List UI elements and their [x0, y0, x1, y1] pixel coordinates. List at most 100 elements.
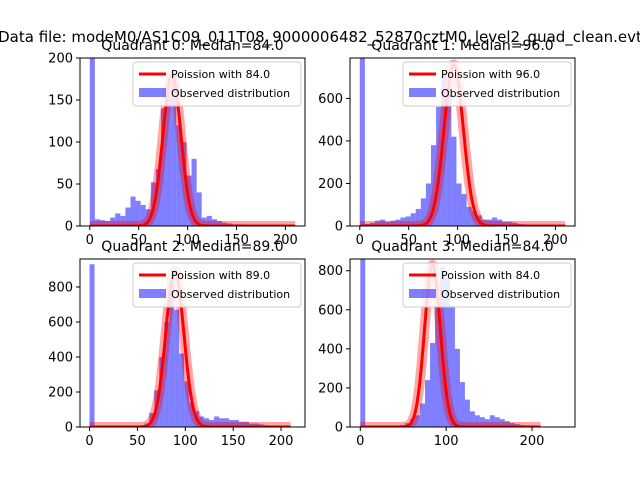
histogram-bar — [171, 74, 177, 226]
legend-label-observed: Observed distribution — [441, 288, 560, 301]
x-tick-label: 200 — [273, 233, 298, 248]
subplot-title: Quadrant 1: Median=96.0 — [371, 38, 553, 54]
plot-area — [355, 58, 570, 226]
histogram-bar — [199, 416, 205, 427]
subplot-title: Quadrant 0: Median=84.0 — [101, 38, 283, 54]
histogram-bar — [512, 222, 518, 226]
histogram-bar — [209, 420, 215, 427]
legend: Poission with 89.0 Observed distribution — [132, 262, 302, 308]
histogram-bar — [479, 417, 485, 427]
y-tick-label: 0 — [335, 421, 343, 436]
figure-title: Data file: modeM0/AS1C09_011T08_90000064… — [0, 28, 640, 47]
x-tick-label: 200 — [269, 434, 294, 449]
histogram-bar — [420, 403, 426, 427]
histogram-bar — [99, 220, 106, 226]
histogram-bar — [431, 145, 437, 226]
histogram-bar — [238, 421, 244, 427]
histogram-bar — [415, 415, 421, 427]
plot-area — [85, 264, 295, 427]
x-tick-label: 100 — [173, 434, 198, 449]
y-tick-label: 400 — [48, 351, 73, 366]
poisson-curve — [89, 269, 292, 427]
histogram-bar — [161, 108, 167, 226]
histogram-bar — [456, 183, 462, 226]
histogram-bar — [484, 419, 490, 427]
histogram-bar — [216, 220, 223, 226]
histogram-bar — [120, 215, 126, 226]
x-tick-label: 150 — [221, 434, 246, 449]
y-tick-label: 100 — [48, 136, 73, 151]
histogram-bar — [253, 423, 259, 427]
histogram-bar — [219, 418, 224, 427]
legend-swatch-observed — [139, 88, 166, 97]
histogram-bar — [410, 213, 416, 226]
histogram-bar — [471, 211, 477, 226]
histogram-bar — [481, 219, 487, 226]
histogram-bar — [89, 58, 95, 226]
histogram-bar — [159, 357, 165, 427]
histogram-bar — [395, 219, 401, 226]
histogram-bar — [166, 95, 172, 226]
legend-label-poisson: Poission with 84.0 — [441, 269, 540, 282]
histogram-bar — [369, 222, 376, 226]
histogram-bar — [196, 192, 202, 226]
poisson-curve — [359, 62, 566, 226]
histogram-bar — [507, 221, 513, 226]
y-tick-label: 0 — [65, 220, 73, 235]
legend: Poission with 84.0 Observed distribution — [402, 262, 572, 308]
histogram-bar — [390, 220, 396, 226]
x-tick-label: 200 — [520, 434, 545, 449]
histogram-bar — [497, 219, 503, 226]
x-tick-label: 0 — [356, 434, 364, 449]
histogram-bar — [359, 58, 365, 226]
subplot-quadrant-2: 0 50 100 150 200 0 200 400 600 800 Poission with 8… — [48, 239, 306, 449]
histogram-bar — [174, 309, 180, 427]
poisson-curve — [359, 263, 542, 427]
histogram-bar — [125, 207, 131, 226]
y-tick-label: 50 — [56, 178, 73, 193]
histogram-bar — [420, 198, 426, 226]
legend-box — [402, 61, 572, 107]
histogram-bar — [464, 399, 470, 427]
x-tick-label: 100 — [434, 434, 459, 449]
histogram-bar — [415, 208, 421, 226]
axes-frame — [349, 258, 576, 428]
histogram-bar — [430, 343, 436, 427]
x-tick-label: 100 — [175, 233, 200, 248]
y-tick-label: 600 — [318, 92, 343, 107]
histogram-bar — [206, 215, 212, 226]
legend-box — [132, 61, 302, 107]
histogram-bar — [222, 222, 228, 226]
histogram-bar — [94, 219, 100, 226]
x-tick-label: 0 — [356, 233, 364, 248]
histogram-bar — [211, 219, 217, 226]
histogram-bar — [436, 106, 442, 226]
histogram-bar — [451, 136, 457, 226]
x-tick-label: 0 — [86, 233, 94, 248]
histogram-bar — [494, 417, 500, 427]
histogram-bar — [181, 142, 187, 226]
x-tick-label: 50 — [130, 233, 147, 248]
histogram-bar — [164, 322, 170, 427]
histogram-bar — [248, 423, 254, 427]
legend-label-poisson: Poission with 96.0 — [441, 68, 540, 81]
histogram-bar — [380, 219, 386, 226]
x-tick-label: 150 — [494, 233, 519, 248]
x-tick-label: 50 — [400, 233, 417, 248]
subplots: 0 50 100 150 200 0 50 100 150 200 Poission with 84… — [48, 38, 576, 449]
x-tick-label: 100 — [445, 233, 470, 248]
y-tick-label: 200 — [318, 177, 343, 192]
histogram-bar — [400, 217, 406, 226]
subplot-title: Quadrant 3: Median=84.0 — [371, 239, 553, 255]
y-tick-label: 600 — [48, 316, 73, 331]
x-tick-label: 50 — [129, 434, 146, 449]
histogram-bar — [489, 415, 495, 427]
histogram-bar — [214, 416, 220, 427]
x-tick-label: 0 — [85, 434, 93, 449]
legend-box — [402, 262, 572, 308]
legend-swatch-observed — [139, 289, 166, 298]
histogram-bar — [474, 415, 480, 427]
histogram-bar — [486, 219, 493, 226]
y-tick-label: 0 — [335, 220, 343, 235]
